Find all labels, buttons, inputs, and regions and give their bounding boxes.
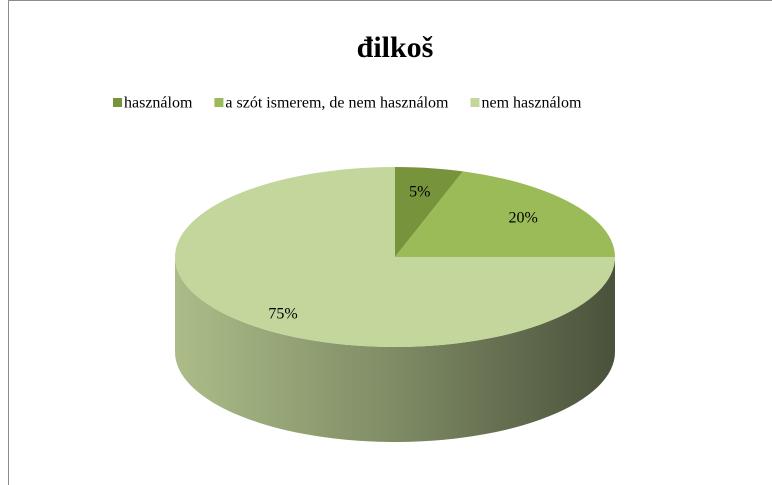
legend-label: nem használom xyxy=(481,95,582,112)
legend-swatch xyxy=(113,98,122,107)
pie: 5% 20% 75% xyxy=(175,167,615,442)
pie-side-shade xyxy=(175,257,615,442)
chart-title: đilkoš xyxy=(357,31,434,64)
legend-swatch xyxy=(470,98,480,107)
data-label: 20% xyxy=(508,210,537,227)
chart-border xyxy=(8,0,772,485)
pie-slice xyxy=(395,171,615,257)
legend: használom a szót ismerem, de nem használo… xyxy=(113,95,582,112)
pie-slice xyxy=(395,167,463,257)
legend-label: használom xyxy=(124,95,193,112)
legend-label: a szót ismerem, de nem használom xyxy=(225,95,449,112)
legend-swatch xyxy=(214,98,224,107)
data-label: 5% xyxy=(409,184,430,201)
data-label: 75% xyxy=(268,305,297,322)
pie-slice xyxy=(175,167,615,347)
